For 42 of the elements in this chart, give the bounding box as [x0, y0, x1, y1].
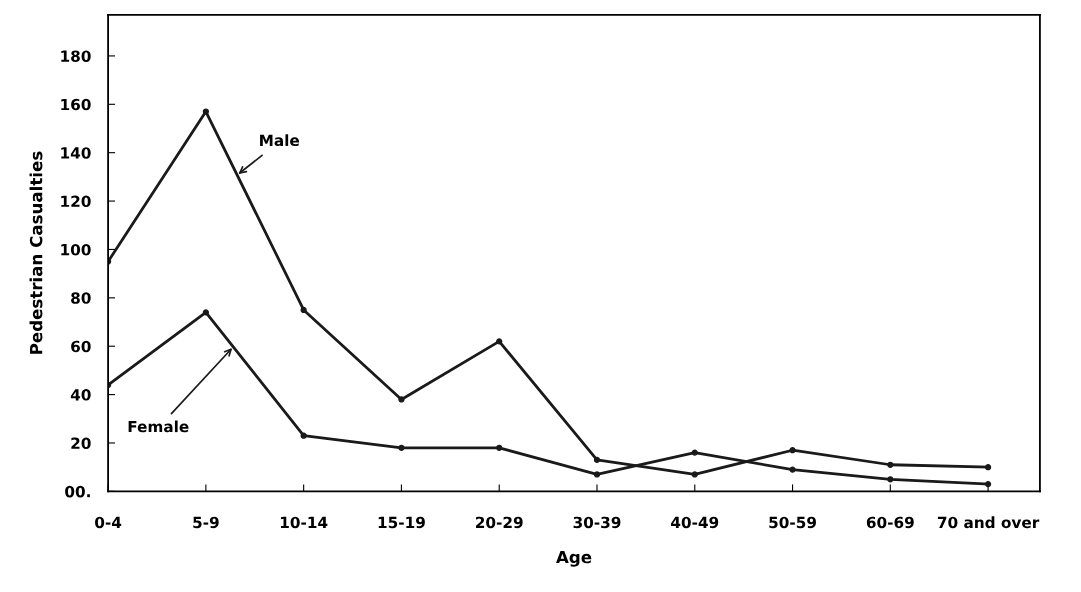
point [593, 471, 601, 478]
y-axis-title: Pedestrian Casualties [29, 151, 43, 354]
x-tick-label: 30-39 [573, 516, 621, 529]
point [398, 396, 405, 403]
point [593, 456, 601, 464]
point [789, 466, 796, 473]
point [984, 480, 992, 488]
point [887, 461, 894, 468]
point [496, 444, 503, 451]
point [300, 432, 307, 439]
y-tick-label: 100 [61, 243, 91, 256]
x-tick-label: 5-9 [193, 516, 219, 529]
x-tick-label: 20-29 [475, 516, 523, 529]
point [202, 309, 210, 316]
text: Male [260, 134, 300, 147]
y-tick-label: 180 [61, 50, 91, 62]
point [984, 464, 992, 471]
text: Female [128, 420, 189, 433]
x-tick-label: 10-14 [280, 516, 328, 529]
x-tick-label: 40-49 [671, 516, 719, 529]
x-tick-label: 0-4 [95, 516, 122, 529]
x-tick-label: 60-69 [866, 516, 914, 529]
y-tick-label: 80 [71, 292, 91, 304]
point [789, 447, 796, 454]
point [691, 471, 698, 478]
y-tick-label: 120 [61, 195, 91, 208]
point [496, 338, 503, 345]
y-tick-label: 20 [71, 437, 91, 449]
point [398, 444, 405, 451]
y-tick-label: 00. [65, 485, 90, 498]
point [887, 476, 894, 483]
x-axis-title: Age [556, 550, 592, 567]
y-tick-label: 160 [61, 98, 91, 111]
point [691, 449, 698, 456]
x-tick-label: 70 and over [937, 516, 1040, 529]
y-tick-label: 40 [70, 389, 91, 401]
y-tick-label: 60 [71, 340, 91, 353]
point [300, 306, 307, 314]
y-tick-label: 140 [61, 147, 91, 159]
x-tick-label: 50-59 [769, 516, 816, 529]
x-tick-label: 15-19 [378, 516, 425, 529]
point [202, 108, 210, 115]
